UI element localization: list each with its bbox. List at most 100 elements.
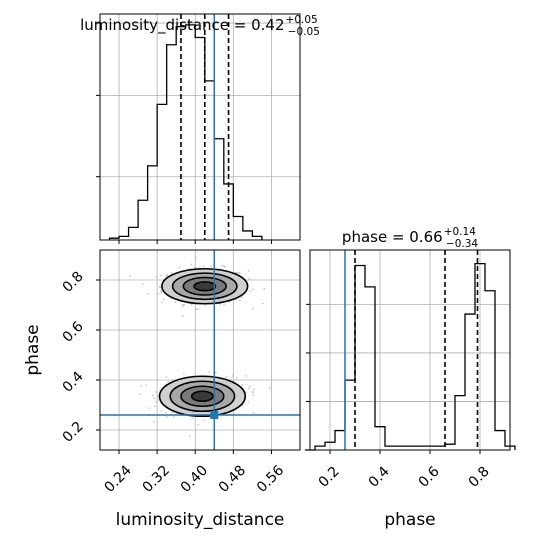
sample-point	[152, 420, 155, 423]
sample-point	[252, 307, 254, 310]
sample-point	[221, 265, 223, 267]
luminosity-distance-histogram-frame	[99, 13, 301, 241]
luminosity-distance-histogram-ticks	[96, 22, 272, 244]
phase-title-lower-error: −0.34	[446, 238, 478, 250]
sample-point	[209, 264, 212, 267]
sample-point	[151, 394, 154, 397]
phase-quantile-lines	[354, 250, 479, 450]
sample-point	[165, 416, 168, 418]
sample-point	[252, 288, 254, 291]
sample-point	[245, 391, 248, 394]
sample-point	[247, 270, 250, 272]
sample-point	[202, 265, 205, 268]
sample-point	[249, 385, 251, 388]
x-tick-label: 0.48	[216, 462, 249, 495]
contour-line	[180, 385, 225, 408]
sample-point	[202, 419, 205, 422]
sample-point	[154, 275, 157, 278]
phase-histogram-panel: 0.2 0.4 0.6 0.8 phase = 0.66+0.14 −0.34	[305, 226, 516, 491]
sample-point	[154, 391, 157, 393]
sample-point	[170, 272, 173, 275]
contour-line	[171, 272, 238, 301]
sample-point	[247, 401, 250, 404]
sample-point	[181, 303, 184, 306]
sample-point	[244, 375, 247, 377]
sample-point	[153, 397, 156, 400]
sample-point	[159, 289, 162, 292]
sample-point	[248, 278, 251, 280]
y-tick-label: 0.4	[60, 369, 87, 396]
sample-point	[241, 384, 243, 387]
sample-point	[235, 298, 238, 301]
sample-point	[189, 435, 191, 438]
luminosity-distance-title-lower-error: −0.05	[288, 26, 320, 38]
sample-point	[194, 266, 197, 269]
contour-line	[182, 276, 227, 296]
density-contours	[158, 267, 249, 418]
luminosity-distance-title-upper-error: +0.05	[286, 14, 318, 26]
density-shade	[194, 281, 216, 291]
x-tick-label: 0.8	[466, 464, 493, 491]
contour-line	[158, 375, 247, 418]
phase-histogram-steps	[305, 262, 516, 451]
luminosity-distance-title-value: luminosity_distance = 0.42	[80, 16, 284, 35]
phase-title-value: phase = 0.66	[342, 228, 443, 246]
sample-point	[167, 380, 170, 383]
sample-point	[249, 290, 252, 293]
sample-point	[248, 387, 250, 390]
sample-point	[160, 291, 163, 294]
sample-point	[263, 287, 266, 290]
y-axis-label: phase	[23, 324, 43, 375]
sample-point	[194, 256, 197, 259]
sample-point	[139, 393, 141, 395]
sample-point	[197, 423, 200, 426]
y-tick-label: 0.6	[60, 319, 87, 346]
x-tick-label: 0.24	[102, 462, 135, 495]
sample-point	[165, 411, 168, 414]
sample-point	[147, 293, 149, 296]
sample-point	[172, 415, 175, 418]
sample-point	[166, 274, 169, 277]
sample-point	[252, 412, 255, 414]
contour-line	[193, 281, 217, 292]
sample-point	[160, 410, 163, 412]
phase-histogram-grid	[310, 250, 510, 450]
sample-point	[156, 394, 159, 397]
sample-point	[204, 304, 207, 307]
sample-point	[231, 375, 234, 377]
sample-point	[225, 376, 228, 378]
sample-point	[235, 377, 238, 380]
sample-point	[181, 315, 184, 317]
sample-point	[252, 394, 255, 397]
contour-line	[169, 380, 236, 413]
density-shade	[191, 391, 214, 402]
sample-point	[129, 275, 132, 278]
sample-point	[224, 266, 226, 268]
sample-point	[190, 304, 193, 306]
luminosity-distance-quantile-lines	[180, 14, 230, 240]
sample-point	[238, 271, 240, 274]
phase-x-axis-label: phase	[384, 510, 435, 530]
phase-histogram-title: phase = 0.66+0.14 −0.34	[342, 226, 478, 250]
x-tick-label: 0.56	[254, 462, 287, 495]
sample-point	[215, 371, 218, 374]
truth-marker	[210, 411, 219, 419]
sample-point	[156, 398, 159, 401]
phase-title-upper-error: +0.14	[444, 226, 476, 238]
y-tick-label: 0.8	[60, 269, 87, 296]
sample-point	[161, 301, 164, 304]
sample-point	[153, 405, 156, 408]
sample-point	[145, 384, 148, 387]
sample-point	[157, 292, 160, 295]
x-axis-label: luminosity_distance	[116, 510, 285, 530]
sample-point	[163, 298, 165, 301]
sample-point	[253, 388, 255, 391]
sample-point	[252, 391, 254, 394]
contour-line	[190, 390, 214, 403]
x-tick-label: 0.4	[366, 464, 393, 491]
phase-histogram-frame	[309, 249, 511, 451]
luminosity-distance-histogram-steps	[108, 24, 263, 240]
sample-point	[155, 401, 158, 404]
sample-point	[239, 299, 241, 302]
sample-point	[181, 305, 184, 308]
